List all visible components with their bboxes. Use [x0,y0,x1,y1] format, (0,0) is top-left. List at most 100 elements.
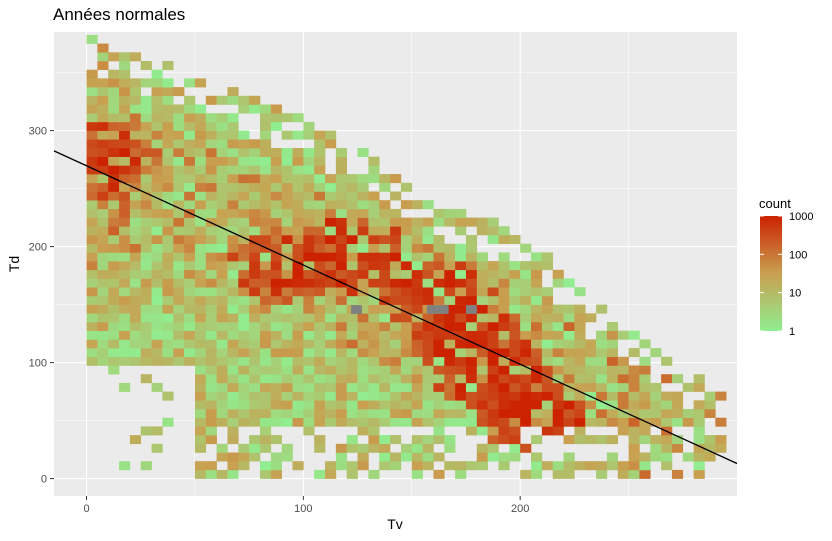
heatmap-tile [86,174,98,184]
heatmap-tile [259,121,272,131]
heatmap-tile [650,417,662,427]
heatmap-tile [444,435,456,445]
heatmap-tile [184,226,196,236]
heatmap-tile [487,400,499,410]
heatmap-tile [119,339,131,349]
heatmap-tile [140,139,152,149]
heatmap-tile [281,443,293,453]
heatmap-tile [563,374,575,384]
heatmap-tile [433,382,445,392]
heatmap-tile [628,443,640,453]
heatmap-tile [455,261,467,271]
heatmap-tile [325,278,337,288]
heatmap-tile [249,278,261,288]
heatmap-tile [552,417,564,427]
heatmap-tile [205,348,217,358]
heatmap-tile [531,313,543,323]
heatmap-tile [227,130,239,140]
heatmap-tile [249,148,261,157]
heatmap-tile [639,452,651,462]
heatmap-tile [379,174,391,184]
heatmap-tile [390,374,402,384]
heatmap-tile [216,148,228,157]
heatmap-tile [162,148,174,157]
heatmap-tile [693,400,705,410]
heatmap-tile [400,374,413,384]
heatmap-tile [227,156,239,166]
heatmap-tile [194,156,207,166]
heatmap-tile [325,382,337,392]
heatmap-tile [238,252,250,262]
heatmap-tile [184,330,196,340]
heatmap-tile [455,226,467,236]
heatmap-tile [184,121,196,131]
heatmap-tile [596,435,608,445]
y-tick-label: 300 [29,126,47,138]
x-tick-label: 200 [511,503,529,515]
heatmap-tile [238,139,250,149]
heatmap-tile [249,313,261,323]
heatmap-tile [520,400,532,410]
heatmap-tile [119,330,131,340]
heatmap-tile [509,313,521,323]
heatmap-tile [97,95,109,105]
heatmap-tile [433,374,445,384]
heatmap-tile [639,409,651,418]
heatmap-tile [227,348,239,358]
heatmap-tile [411,261,423,271]
heatmap-tile [335,261,348,271]
heatmap-tile [86,356,98,366]
heatmap-tile [487,304,499,314]
heatmap-tile [151,382,163,392]
heatmap-tile [476,269,488,279]
heatmap-tile [270,235,282,244]
x-axis-title: Tv [387,516,403,532]
heatmap-tile [639,400,651,410]
heatmap-tile [574,365,586,375]
heatmap-tile [411,391,423,401]
heatmap-tile [379,252,391,262]
heatmap-tile [281,330,293,340]
heatmap-tile [238,182,250,192]
heatmap-tile [346,235,358,244]
heatmap-tile [639,356,651,366]
heatmap-tile [693,452,705,462]
heatmap-tile [238,304,250,314]
heatmap-tile [346,243,358,253]
heatmap-tile [444,261,456,271]
heatmap-tile [335,348,348,358]
heatmap-tile [86,87,98,97]
heatmap-tile [498,287,510,297]
heatmap-tile [303,226,315,236]
heatmap-tile [346,443,358,453]
heatmap-tile [184,182,196,192]
heatmap-tile [108,348,120,358]
heatmap-tile [433,469,445,479]
heatmap-tile [249,322,261,331]
heatmap-tile [563,391,575,401]
heatmap-tile [509,304,521,314]
heatmap-tile [238,95,250,105]
heatmap-tile [249,165,261,175]
heatmap-tile [487,374,499,384]
heatmap-tile [639,426,651,436]
heatmap-tile [400,452,413,462]
heatmap-tile [129,435,142,445]
heatmap-tile [335,182,348,192]
heatmap-tile [390,382,402,392]
heatmap-tile [368,287,380,297]
heatmap-tile [368,469,380,479]
heatmap-tile [433,356,445,366]
heatmap-tile [520,339,532,349]
heatmap-tile [563,409,575,418]
heatmap-tile [476,217,488,227]
heatmap-tile [119,78,131,88]
heatmap-tile [270,365,282,375]
heatmap-tile [400,417,413,427]
heatmap-tile [194,304,207,314]
heatmap-tile [563,469,575,479]
heatmap-tile [628,382,640,392]
heatmap-tile [379,295,391,305]
legend-title: count [759,196,791,211]
heatmap-tile [357,409,369,418]
